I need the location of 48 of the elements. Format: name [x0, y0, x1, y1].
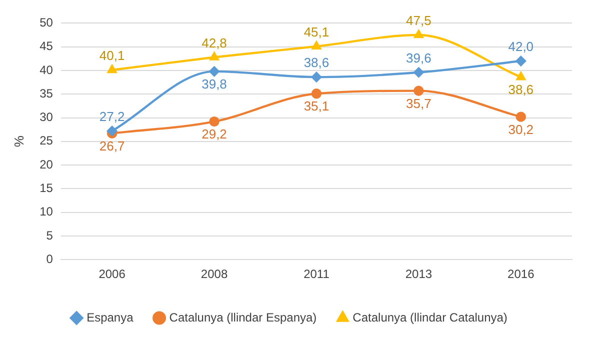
point: [516, 112, 526, 122]
data-label: 30,2: [508, 122, 534, 137]
y-tick-label: 50: [40, 16, 54, 30]
point: [107, 64, 117, 74]
y-tick-label: 20: [40, 157, 54, 172]
x-tick-label: 2013: [405, 267, 432, 282]
point: [210, 52, 219, 60]
point: [209, 66, 220, 77]
y-tick-label: 5: [46, 228, 54, 242]
x-tick-label: 2011: [304, 267, 330, 282]
data-label: 29,2: [202, 126, 227, 142]
data-label: 45,1: [304, 24, 330, 40]
y-tick-label: 15: [40, 180, 54, 195]
y-axis-title: %: [11, 135, 26, 148]
point: [312, 41, 322, 50]
point: [209, 116, 220, 127]
y-tick-label: 35: [40, 86, 54, 100]
point: [311, 72, 322, 82]
legend-label: Catalunya (llindar Catalunya): [352, 310, 508, 324]
legend-label: Catalunya (llindar Espanya): [169, 310, 317, 324]
x-tick-label: 2006: [98, 267, 126, 282]
point: [414, 67, 424, 78]
data-label: 39,8: [202, 76, 227, 92]
y-tick-label: 45: [40, 39, 54, 54]
data-label: 27,2: [99, 109, 125, 124]
y-tick-label: 10: [40, 204, 54, 219]
point: [414, 30, 424, 38]
point: [106, 126, 118, 136]
data-label: 35,7: [406, 96, 432, 111]
y-tick-label: 25: [40, 134, 54, 148]
point: [516, 56, 526, 66]
data-label: 38,6: [304, 55, 330, 70]
data-label: 39,6: [406, 50, 432, 66]
data-label: 40,1: [99, 48, 125, 64]
point: [414, 86, 424, 96]
data-label: 47,5: [406, 13, 432, 28]
data-label: 38,6: [508, 82, 534, 98]
point: [311, 88, 322, 99]
y-tick-label: 0: [46, 252, 54, 266]
y-tick-label: 40: [40, 62, 54, 77]
x-tick-label: 2016: [508, 267, 535, 282]
legend-label: Espanya: [86, 310, 134, 324]
data-label: 42,8: [202, 35, 227, 50]
data-label: 35,1: [304, 98, 330, 114]
data-label: 42,0: [508, 39, 534, 54]
x-tick-label: 2008: [200, 267, 228, 282]
y-tick-label: 30: [40, 110, 54, 124]
data-label: 26,7: [99, 138, 125, 154]
